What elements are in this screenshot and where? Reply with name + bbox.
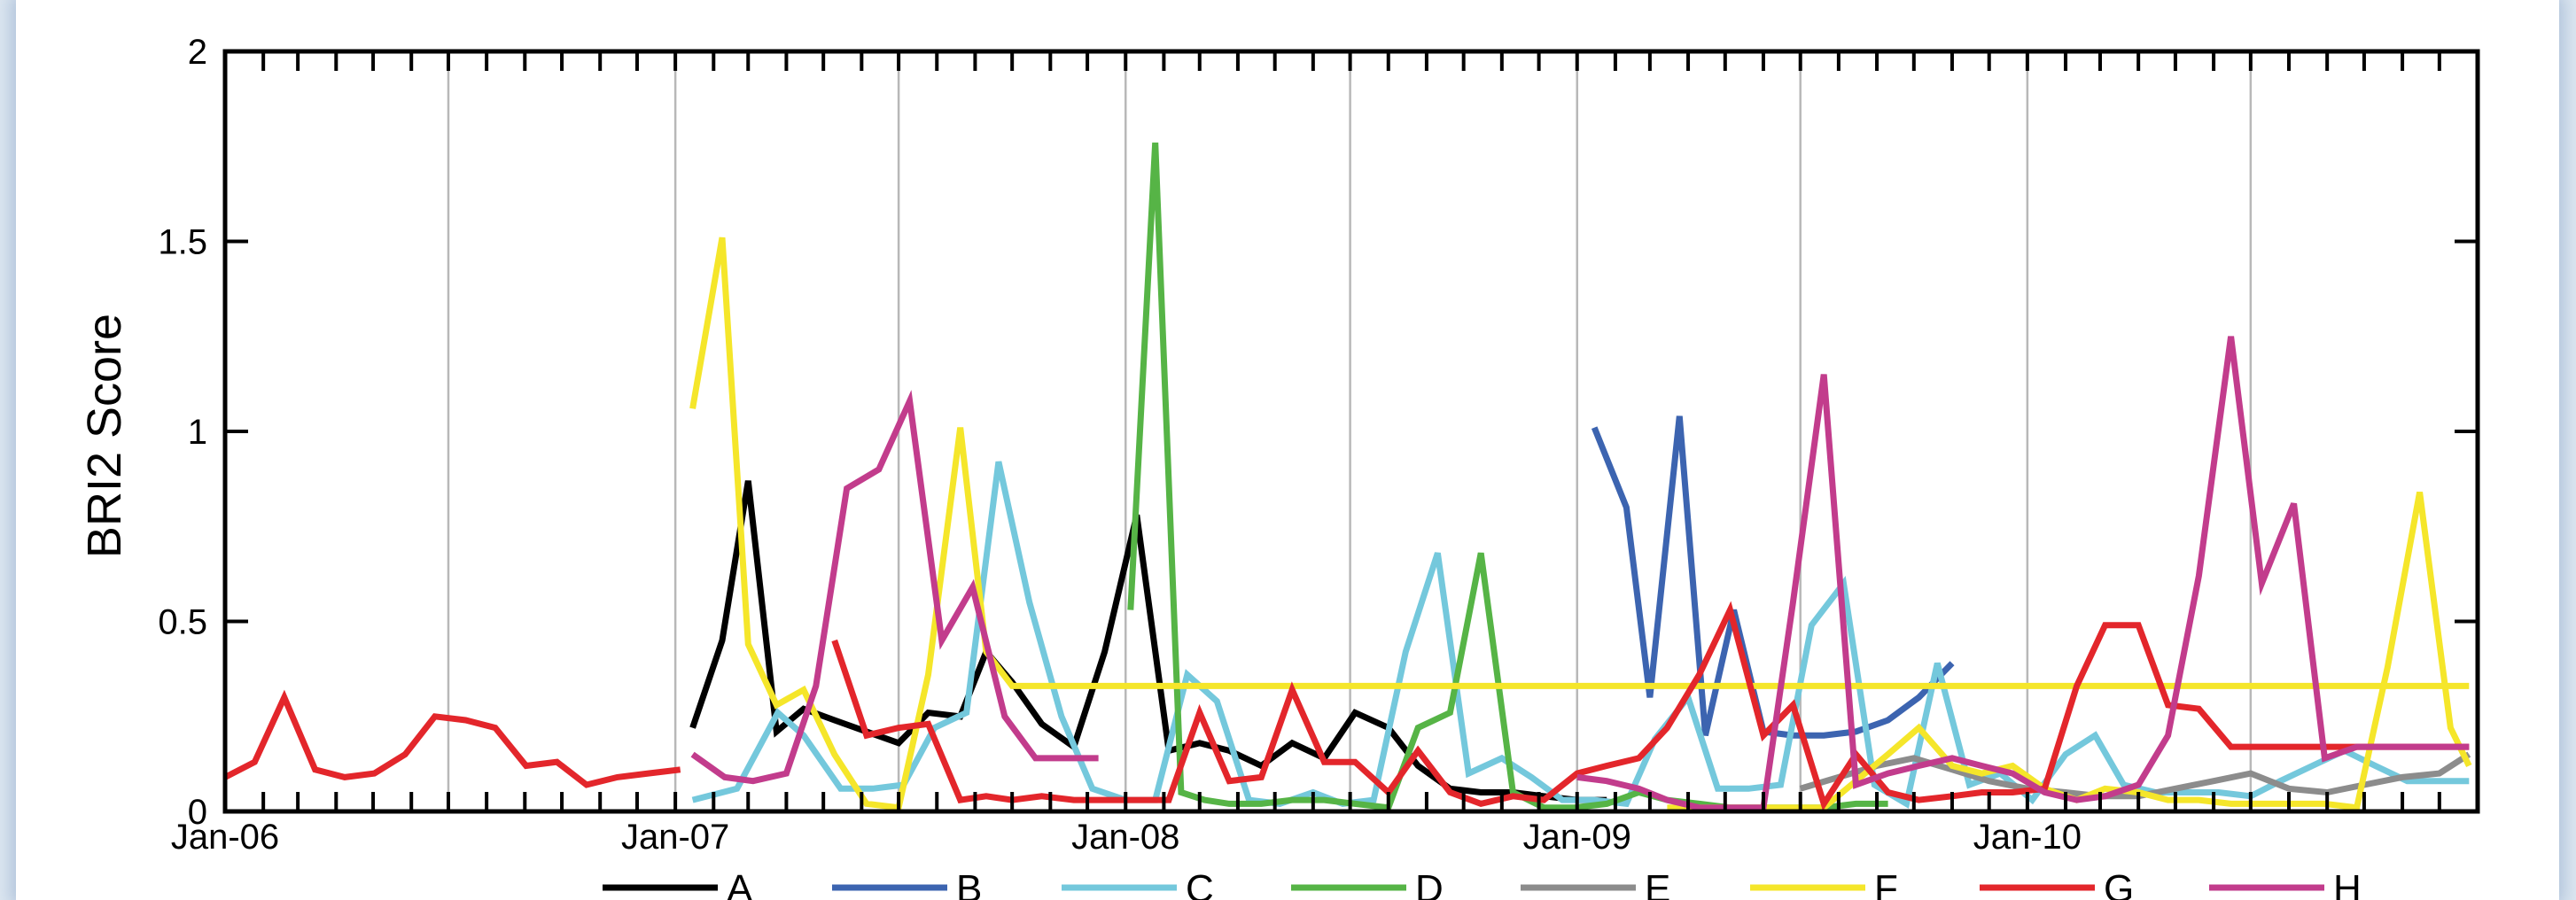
legend-label-e: E: [1645, 867, 1670, 900]
legend-label-g: G: [2104, 867, 2134, 900]
vertical-gridlines: [447, 51, 2253, 811]
series-lines: [223, 142, 2472, 811]
legend-label-h: H: [2333, 867, 2362, 900]
y-tick-label: 1.5: [158, 223, 207, 262]
series-line-g: [831, 601, 2470, 811]
legend: A B C D E F G H: [603, 867, 2362, 900]
legend-label-d: D: [1415, 867, 1444, 900]
x-tick-label: Jan-09: [1523, 818, 1631, 857]
x-tick-label: Jan-10: [1973, 818, 2082, 857]
x-tick-labels: Jan-06 Jan-07 Jan-08 Jan-09 Jan-10: [171, 818, 2082, 857]
series-line-h: [690, 390, 1099, 785]
y-tick-label: 1: [188, 413, 207, 452]
legend-label-a: A: [727, 867, 753, 900]
series-line-c: [691, 461, 2470, 809]
y-axis-title: BRI2 Score: [78, 314, 131, 558]
series-line-g: [223, 689, 681, 788]
series-line-h: [1576, 336, 2470, 811]
legend-label-c: C: [1186, 867, 1214, 900]
plot-border: [222, 49, 2480, 814]
legend-label-f: F: [1874, 867, 1898, 900]
line-chart: 0 0.5 1 1.5 2 Jan-06 Jan-07 Jan-08 Jan-09 Jan-10…: [78, 33, 2480, 900]
y-tick-label: 0.5: [158, 603, 207, 642]
y-tick-labels: 0 0.5 1 1.5 2: [158, 33, 207, 832]
series-line-f: [689, 237, 2470, 811]
y-tick-label: 2: [188, 33, 207, 72]
chart-frame: 0 0.5 1 1.5 2 Jan-06 Jan-07 Jan-08 Jan-09 Jan-10…: [16, 0, 2559, 900]
x-tick-label: Jan-08: [1071, 818, 1179, 857]
legend-label-b: B: [956, 867, 982, 900]
series-line-a: [689, 480, 1607, 803]
series-line-d: [1127, 142, 1888, 811]
x-tick-label: Jan-07: [621, 818, 729, 857]
y-tick-label: 0: [188, 793, 207, 832]
x-tick-label: Jan-06: [171, 818, 279, 857]
axes: [222, 49, 2480, 814]
